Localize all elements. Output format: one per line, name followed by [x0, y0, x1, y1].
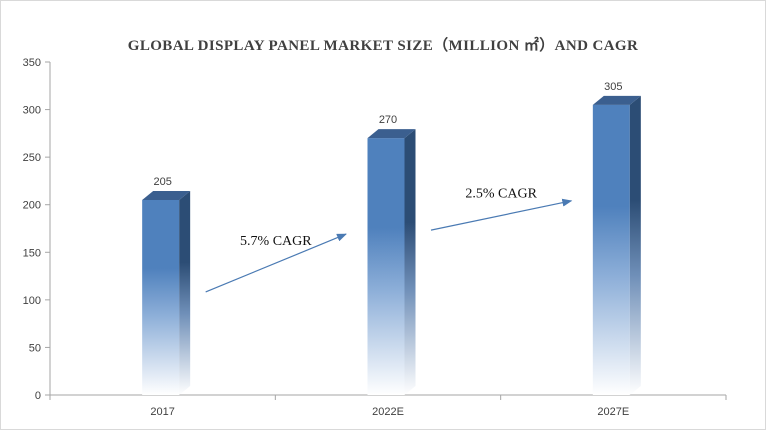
- bar-front: [142, 199, 180, 395]
- y-tick-label: 200: [23, 200, 41, 212]
- cagr-arrow: [205, 233, 347, 293]
- bar-2027e: 305: [592, 81, 641, 396]
- bar-top: [367, 129, 416, 139]
- bar-front: [367, 138, 405, 395]
- y-tick-label: 300: [23, 105, 41, 117]
- y-tick-label: 100: [23, 295, 41, 307]
- x-tick-label: 2017: [150, 406, 174, 418]
- bar-2017: 205: [142, 176, 191, 395]
- annotations: 5.7% CAGR 2.5% CAGR: [205, 186, 573, 293]
- chart-title: GLOBAL DISPLAY PANEL MARKET SIZE（MILLION…: [127, 38, 639, 54]
- bar-side: [404, 129, 416, 395]
- x-tick-label: 2022E: [372, 406, 404, 418]
- bar-front: [592, 104, 630, 396]
- y-tick-label: 0: [35, 390, 41, 402]
- data-label: 270: [379, 114, 397, 126]
- bar-side: [179, 190, 191, 395]
- bar-side: [629, 95, 641, 396]
- cagr-label: 2.5% CAGR: [465, 186, 537, 201]
- cagr-label: 5.7% CAGR: [240, 234, 312, 249]
- bar-top: [142, 190, 191, 200]
- bars: 205 270 305: [142, 81, 641, 396]
- y-tick-label: 150: [23, 247, 41, 259]
- bar-top: [592, 95, 641, 105]
- data-label: 205: [153, 176, 171, 188]
- bar-2022e: 270: [367, 114, 416, 395]
- cagr-arrow: [430, 198, 573, 231]
- y-tick-label: 50: [29, 342, 41, 354]
- x-tick-label: 2027E: [597, 406, 629, 418]
- y-tick-label: 350: [23, 57, 41, 69]
- data-label: 305: [604, 81, 622, 93]
- y-tick-label: 250: [23, 152, 41, 164]
